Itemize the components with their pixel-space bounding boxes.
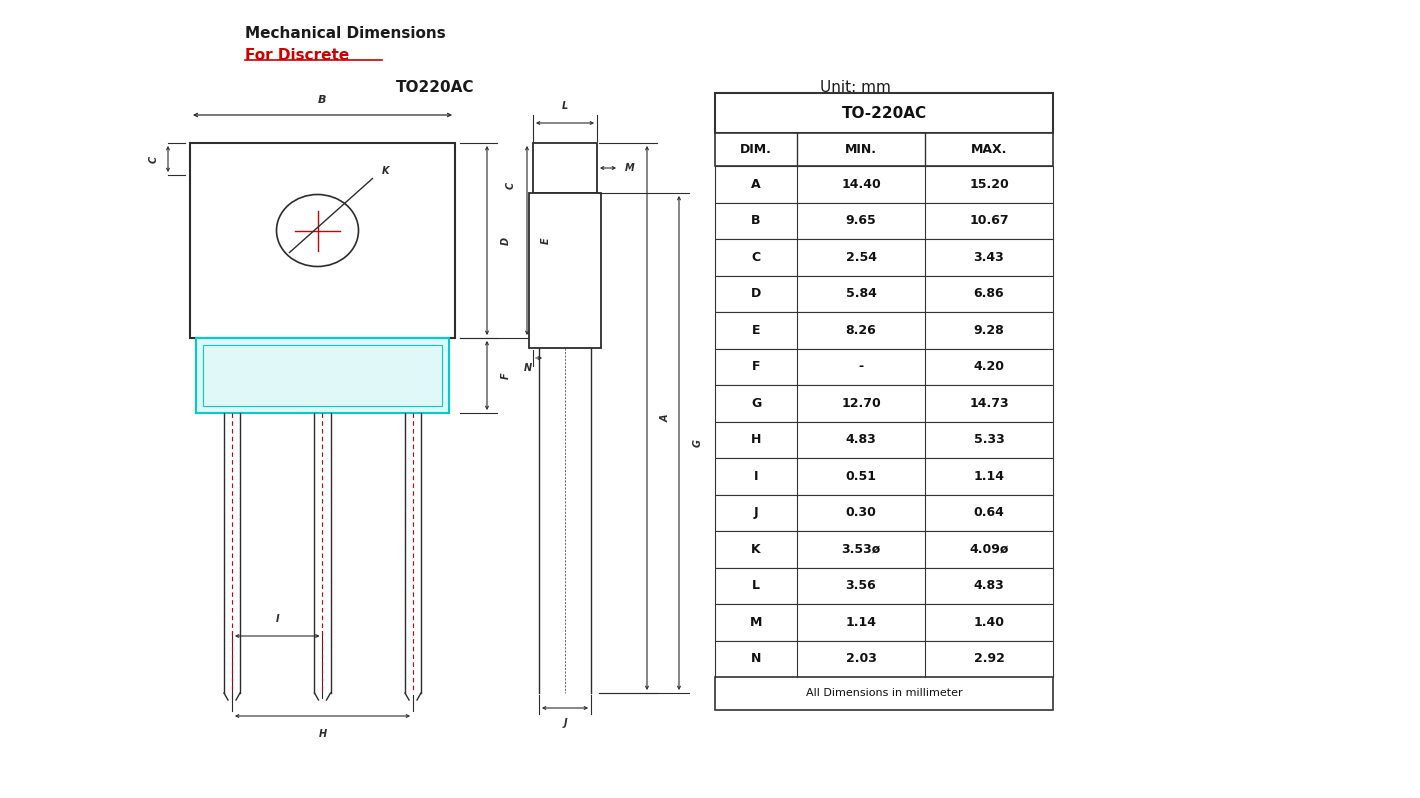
Bar bbox=[716, 133, 1054, 166]
Text: H: H bbox=[318, 729, 327, 739]
Bar bbox=[532, 143, 596, 193]
Text: 4.83: 4.83 bbox=[846, 433, 876, 446]
Text: For Discrete: For Discrete bbox=[246, 48, 349, 63]
Text: B: B bbox=[751, 214, 761, 227]
Text: I: I bbox=[275, 614, 280, 624]
Bar bbox=[716, 604, 1054, 641]
Bar bbox=[716, 239, 1054, 275]
Text: K: K bbox=[382, 165, 389, 176]
Text: 10.67: 10.67 bbox=[970, 214, 1008, 227]
Ellipse shape bbox=[277, 195, 358, 267]
Text: TO220AC: TO220AC bbox=[396, 80, 474, 95]
Bar bbox=[190, 143, 454, 338]
Text: H: H bbox=[751, 433, 761, 446]
Text: 2.92: 2.92 bbox=[974, 652, 1004, 666]
Bar bbox=[716, 677, 1054, 710]
Bar bbox=[716, 203, 1054, 239]
Text: C: C bbox=[149, 156, 159, 163]
Text: All Dimensions in millimeter: All Dimensions in millimeter bbox=[805, 689, 963, 698]
Text: K: K bbox=[751, 543, 761, 555]
Text: 2.54: 2.54 bbox=[845, 251, 876, 264]
Bar bbox=[716, 312, 1054, 349]
Text: TO-220AC: TO-220AC bbox=[842, 105, 927, 120]
Text: 4.20: 4.20 bbox=[974, 360, 1004, 373]
Bar bbox=[203, 345, 442, 406]
Text: 9.28: 9.28 bbox=[974, 324, 1004, 337]
Text: 0.64: 0.64 bbox=[974, 506, 1004, 519]
Text: 14.73: 14.73 bbox=[970, 397, 1008, 409]
Bar bbox=[716, 275, 1054, 312]
Text: 0.30: 0.30 bbox=[845, 506, 876, 519]
Text: 9.65: 9.65 bbox=[846, 214, 876, 227]
Text: J: J bbox=[564, 718, 567, 728]
Text: 1.40: 1.40 bbox=[974, 616, 1004, 629]
Bar bbox=[716, 641, 1054, 677]
Text: M: M bbox=[750, 616, 763, 629]
Bar bbox=[716, 421, 1054, 458]
Text: 4.09ø: 4.09ø bbox=[970, 543, 1008, 555]
Text: D: D bbox=[751, 287, 761, 300]
Text: 6.86: 6.86 bbox=[974, 287, 1004, 300]
Text: F: F bbox=[751, 360, 760, 373]
Text: 14.40: 14.40 bbox=[841, 178, 880, 191]
Text: E: E bbox=[541, 237, 551, 244]
Bar bbox=[716, 495, 1054, 531]
Text: 4.83: 4.83 bbox=[974, 579, 1004, 592]
Text: A: A bbox=[660, 414, 672, 422]
Text: J: J bbox=[754, 506, 758, 519]
Bar bbox=[196, 338, 449, 413]
Bar bbox=[716, 458, 1054, 495]
Text: 1.14: 1.14 bbox=[974, 470, 1004, 483]
Bar bbox=[716, 349, 1054, 385]
Text: MIN.: MIN. bbox=[845, 143, 878, 156]
Text: 5.84: 5.84 bbox=[845, 287, 876, 300]
Text: L: L bbox=[562, 101, 568, 111]
Text: N: N bbox=[751, 652, 761, 666]
Text: MAX.: MAX. bbox=[971, 143, 1007, 156]
Text: 15.20: 15.20 bbox=[968, 178, 1008, 191]
Text: F: F bbox=[501, 372, 511, 379]
Text: L: L bbox=[753, 579, 760, 592]
Text: Unit: mm: Unit: mm bbox=[819, 80, 890, 95]
Text: C: C bbox=[751, 251, 761, 264]
Text: I: I bbox=[754, 470, 758, 483]
Text: Mechanical Dimensions: Mechanical Dimensions bbox=[246, 26, 446, 41]
Bar bbox=[716, 385, 1054, 421]
Text: C: C bbox=[506, 182, 515, 189]
Text: 12.70: 12.70 bbox=[841, 397, 880, 409]
Bar bbox=[716, 567, 1054, 604]
Bar bbox=[532, 197, 596, 344]
Text: E: E bbox=[751, 324, 760, 337]
Text: A: A bbox=[751, 178, 761, 191]
Text: G: G bbox=[693, 439, 703, 447]
Text: DIM.: DIM. bbox=[740, 143, 772, 156]
Text: D: D bbox=[501, 236, 511, 244]
Bar bbox=[530, 193, 601, 348]
Text: 3.56: 3.56 bbox=[846, 579, 876, 592]
Text: M: M bbox=[625, 163, 635, 173]
Text: 1.14: 1.14 bbox=[845, 616, 876, 629]
Text: 2.03: 2.03 bbox=[845, 652, 876, 666]
Text: 5.33: 5.33 bbox=[974, 433, 1004, 446]
Text: -: - bbox=[859, 360, 863, 373]
Text: N: N bbox=[524, 363, 532, 373]
Text: 0.51: 0.51 bbox=[845, 470, 876, 483]
Text: 3.43: 3.43 bbox=[974, 251, 1004, 264]
Bar bbox=[716, 93, 1054, 133]
Text: G: G bbox=[751, 397, 761, 409]
Text: B: B bbox=[318, 95, 327, 105]
Text: 8.26: 8.26 bbox=[846, 324, 876, 337]
Text: 3.53ø: 3.53ø bbox=[842, 543, 880, 555]
Bar bbox=[716, 166, 1054, 203]
Bar bbox=[716, 531, 1054, 567]
